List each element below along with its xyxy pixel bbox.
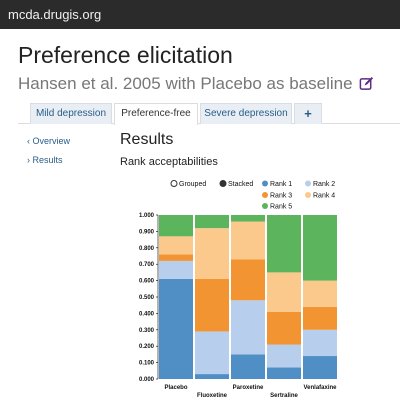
legend-swatch-rank-2[interactable] xyxy=(305,180,311,187)
bar-paroxetine-rank-4[interactable] xyxy=(231,221,265,260)
legend-label-rank-5: Rank 5 xyxy=(270,204,292,211)
scenario-tabs: Mild depression Preference-free Severe d… xyxy=(18,103,400,125)
legend-label-rank-3: Rank 3 xyxy=(270,193,292,200)
y-tick-label: 0.200 xyxy=(139,344,155,350)
bar-paroxetine-rank-2[interactable] xyxy=(231,300,265,355)
y-tick-label: 0.700 xyxy=(139,262,155,268)
sidebar-item-results[interactable]: › Results xyxy=(27,155,63,165)
bar-placebo-rank-4[interactable] xyxy=(159,236,193,255)
stacked-label: Stacked xyxy=(228,181,253,188)
y-tick-label: 0.000 xyxy=(139,377,155,383)
bar-paroxetine-rank-3[interactable] xyxy=(231,259,265,301)
bar-placebo-rank-1[interactable] xyxy=(159,278,193,379)
bar-venlafaxine-rank-5[interactable] xyxy=(303,215,337,281)
bar-venlafaxine-rank-3[interactable] xyxy=(303,306,337,330)
bar-placebo-rank-3[interactable] xyxy=(159,254,193,261)
bar-sertraline-rank-5[interactable] xyxy=(267,215,301,273)
bar-sertraline-rank-2[interactable] xyxy=(267,344,301,368)
page-title: Preference elicitation xyxy=(18,42,233,68)
side-nav: ‹ Overview › Results xyxy=(27,136,70,174)
section-title: Results xyxy=(120,131,174,148)
bar-fluoxetine-rank-1[interactable] xyxy=(195,374,229,379)
x-tick-label-sertraline: Sertraline xyxy=(270,393,298,399)
rank-acceptability-chart: Grouped Stacked Rank 1 Rank 2 Rank 3 Rank 4 Ra… xyxy=(139,180,337,399)
legend-swatch-rank-1[interactable] xyxy=(262,180,268,187)
page-subtitle: Hansen et al. 2005 with Placebo as basel… xyxy=(18,74,374,96)
tab-severe-depression[interactable]: Severe depression xyxy=(200,103,292,124)
y-tick-label: 0.400 xyxy=(139,311,155,317)
legend-swatch-rank-4[interactable] xyxy=(305,192,311,198)
tab-mild-depression[interactable]: Mild depression xyxy=(30,103,112,124)
edit-icon[interactable] xyxy=(359,76,374,96)
site-url[interactable]: mcda.drugis.org xyxy=(8,7,102,22)
bar-fluoxetine-rank-4[interactable] xyxy=(195,228,229,279)
legend-label-rank-4: Rank 4 xyxy=(313,193,335,200)
tab-add[interactable]: + xyxy=(294,103,322,124)
legend-label-rank-2: Rank 2 xyxy=(313,181,335,188)
tab-preference-free[interactable]: Preference-free xyxy=(114,103,198,125)
y-tick-label: 1.000 xyxy=(139,213,155,219)
subtitle-text: Hansen et al. 2005 with Placebo as basel… xyxy=(18,74,353,93)
stacked-radio[interactable] xyxy=(219,180,227,187)
bar-venlafaxine-rank-2[interactable] xyxy=(303,329,337,357)
legend-label-rank-1: Rank 1 xyxy=(270,181,292,188)
grouped-radio[interactable] xyxy=(170,180,178,187)
chart-title: Rank acceptabilities xyxy=(120,156,218,168)
bar-placebo-rank-2[interactable] xyxy=(159,260,193,279)
y-tick-label: 0.100 xyxy=(139,361,155,367)
y-tick-label: 0.300 xyxy=(139,328,155,334)
bar-fluoxetine-rank-2[interactable] xyxy=(195,331,229,375)
bar-fluoxetine-rank-3[interactable] xyxy=(195,278,229,332)
bar-venlafaxine-rank-4[interactable] xyxy=(303,280,337,307)
y-tick-label: 0.900 xyxy=(139,229,155,235)
bar-fluoxetine-rank-5[interactable] xyxy=(195,215,229,229)
bar-paroxetine-rank-5[interactable] xyxy=(231,215,265,222)
bar-sertraline-rank-3[interactable] xyxy=(267,311,301,345)
sidebar-item-overview[interactable]: ‹ Overview xyxy=(27,136,71,146)
bar-sertraline-rank-4[interactable] xyxy=(267,272,301,312)
bar-placebo-rank-5[interactable] xyxy=(159,215,193,237)
legend-swatch-rank-3[interactable] xyxy=(262,192,268,198)
x-tick-label-paroxetine: Paroxetine xyxy=(233,385,264,391)
x-tick-label-venlafaxine: Venlafaxine xyxy=(303,385,337,391)
bar-venlafaxine-rank-1[interactable] xyxy=(303,356,337,379)
top-bar: mcda.drugis.org xyxy=(0,0,400,29)
bar-sertraline-rank-1[interactable] xyxy=(267,367,301,379)
grouped-label: Grouped xyxy=(179,181,206,188)
y-tick-label: 0.500 xyxy=(139,295,155,301)
y-tick-label: 0.600 xyxy=(139,279,155,285)
y-tick-label: 0.800 xyxy=(139,246,155,252)
legend-swatch-rank-5[interactable] xyxy=(262,203,268,209)
x-tick-label-placebo: Placebo xyxy=(164,385,187,391)
x-tick-label-fluoxetine: Fluoxetine xyxy=(197,393,228,399)
bar-paroxetine-rank-1[interactable] xyxy=(231,354,265,379)
